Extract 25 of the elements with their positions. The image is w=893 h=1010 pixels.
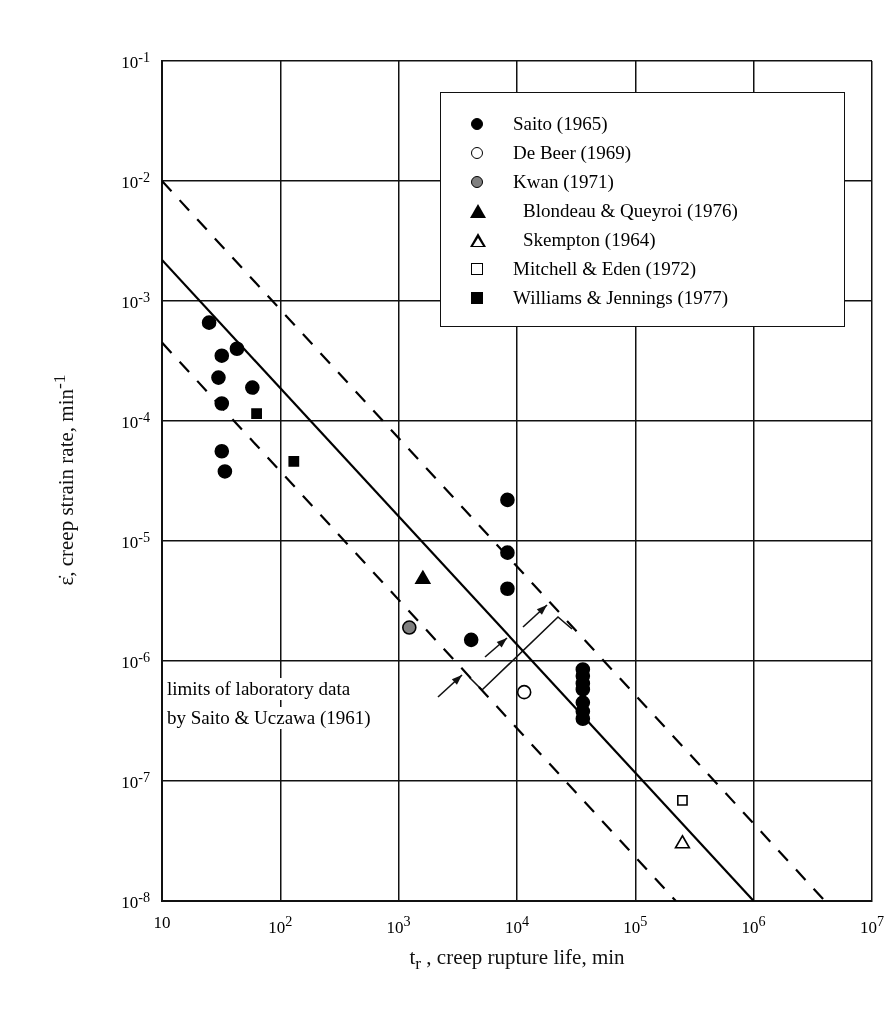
annotation: limits of laboratory data (165, 678, 353, 700)
x-tick-label: 10$^{4}$ (504, 913, 530, 938)
y-tick-label: 10$^{-8}$ (121, 888, 150, 914)
y-tick-label: 10$^{-4}$ (121, 408, 150, 434)
x-tick-label: 10$^{7}$ (859, 913, 885, 938)
legend-label: De Beer (1969) (513, 141, 632, 164)
y-tick-label: 10$^{-3}$ (121, 288, 150, 314)
legend-label: Skempton (1964) (523, 228, 656, 251)
legend-label: Mitchell & Eden (1972) (513, 257, 697, 280)
y-tick-label: 10$^{-2}$ (121, 168, 150, 194)
x-tick-label: 10$^{5}$ (623, 913, 648, 938)
x-tick-label: 10$^{2}$ (268, 913, 293, 938)
legend-label: Kwan (1971) (513, 170, 614, 193)
x-tick-label: 10 (153, 913, 171, 933)
legend-label: Williams & Jennings (1977) (513, 286, 729, 309)
y-tick-label: 10$^{-1}$ (121, 48, 150, 74)
annotation: by Saito & Uczawa (1961) (165, 707, 373, 729)
legend-label: Saito (1965) (513, 112, 608, 135)
x-axis-title: t$_{r}$ , creep rupture life, min (409, 945, 625, 975)
x-tick-label: 10$^{3}$ (386, 913, 411, 938)
y-tick-label: 10$^{-6}$ (121, 648, 150, 674)
y-tick-label: 10$^{-7}$ (121, 768, 150, 794)
x-tick-label: 10$^{6}$ (741, 913, 766, 938)
y-tick-label: 10$^{-5}$ (121, 528, 150, 554)
legend-label: Blondeau & Queyroi (1976) (523, 199, 738, 222)
